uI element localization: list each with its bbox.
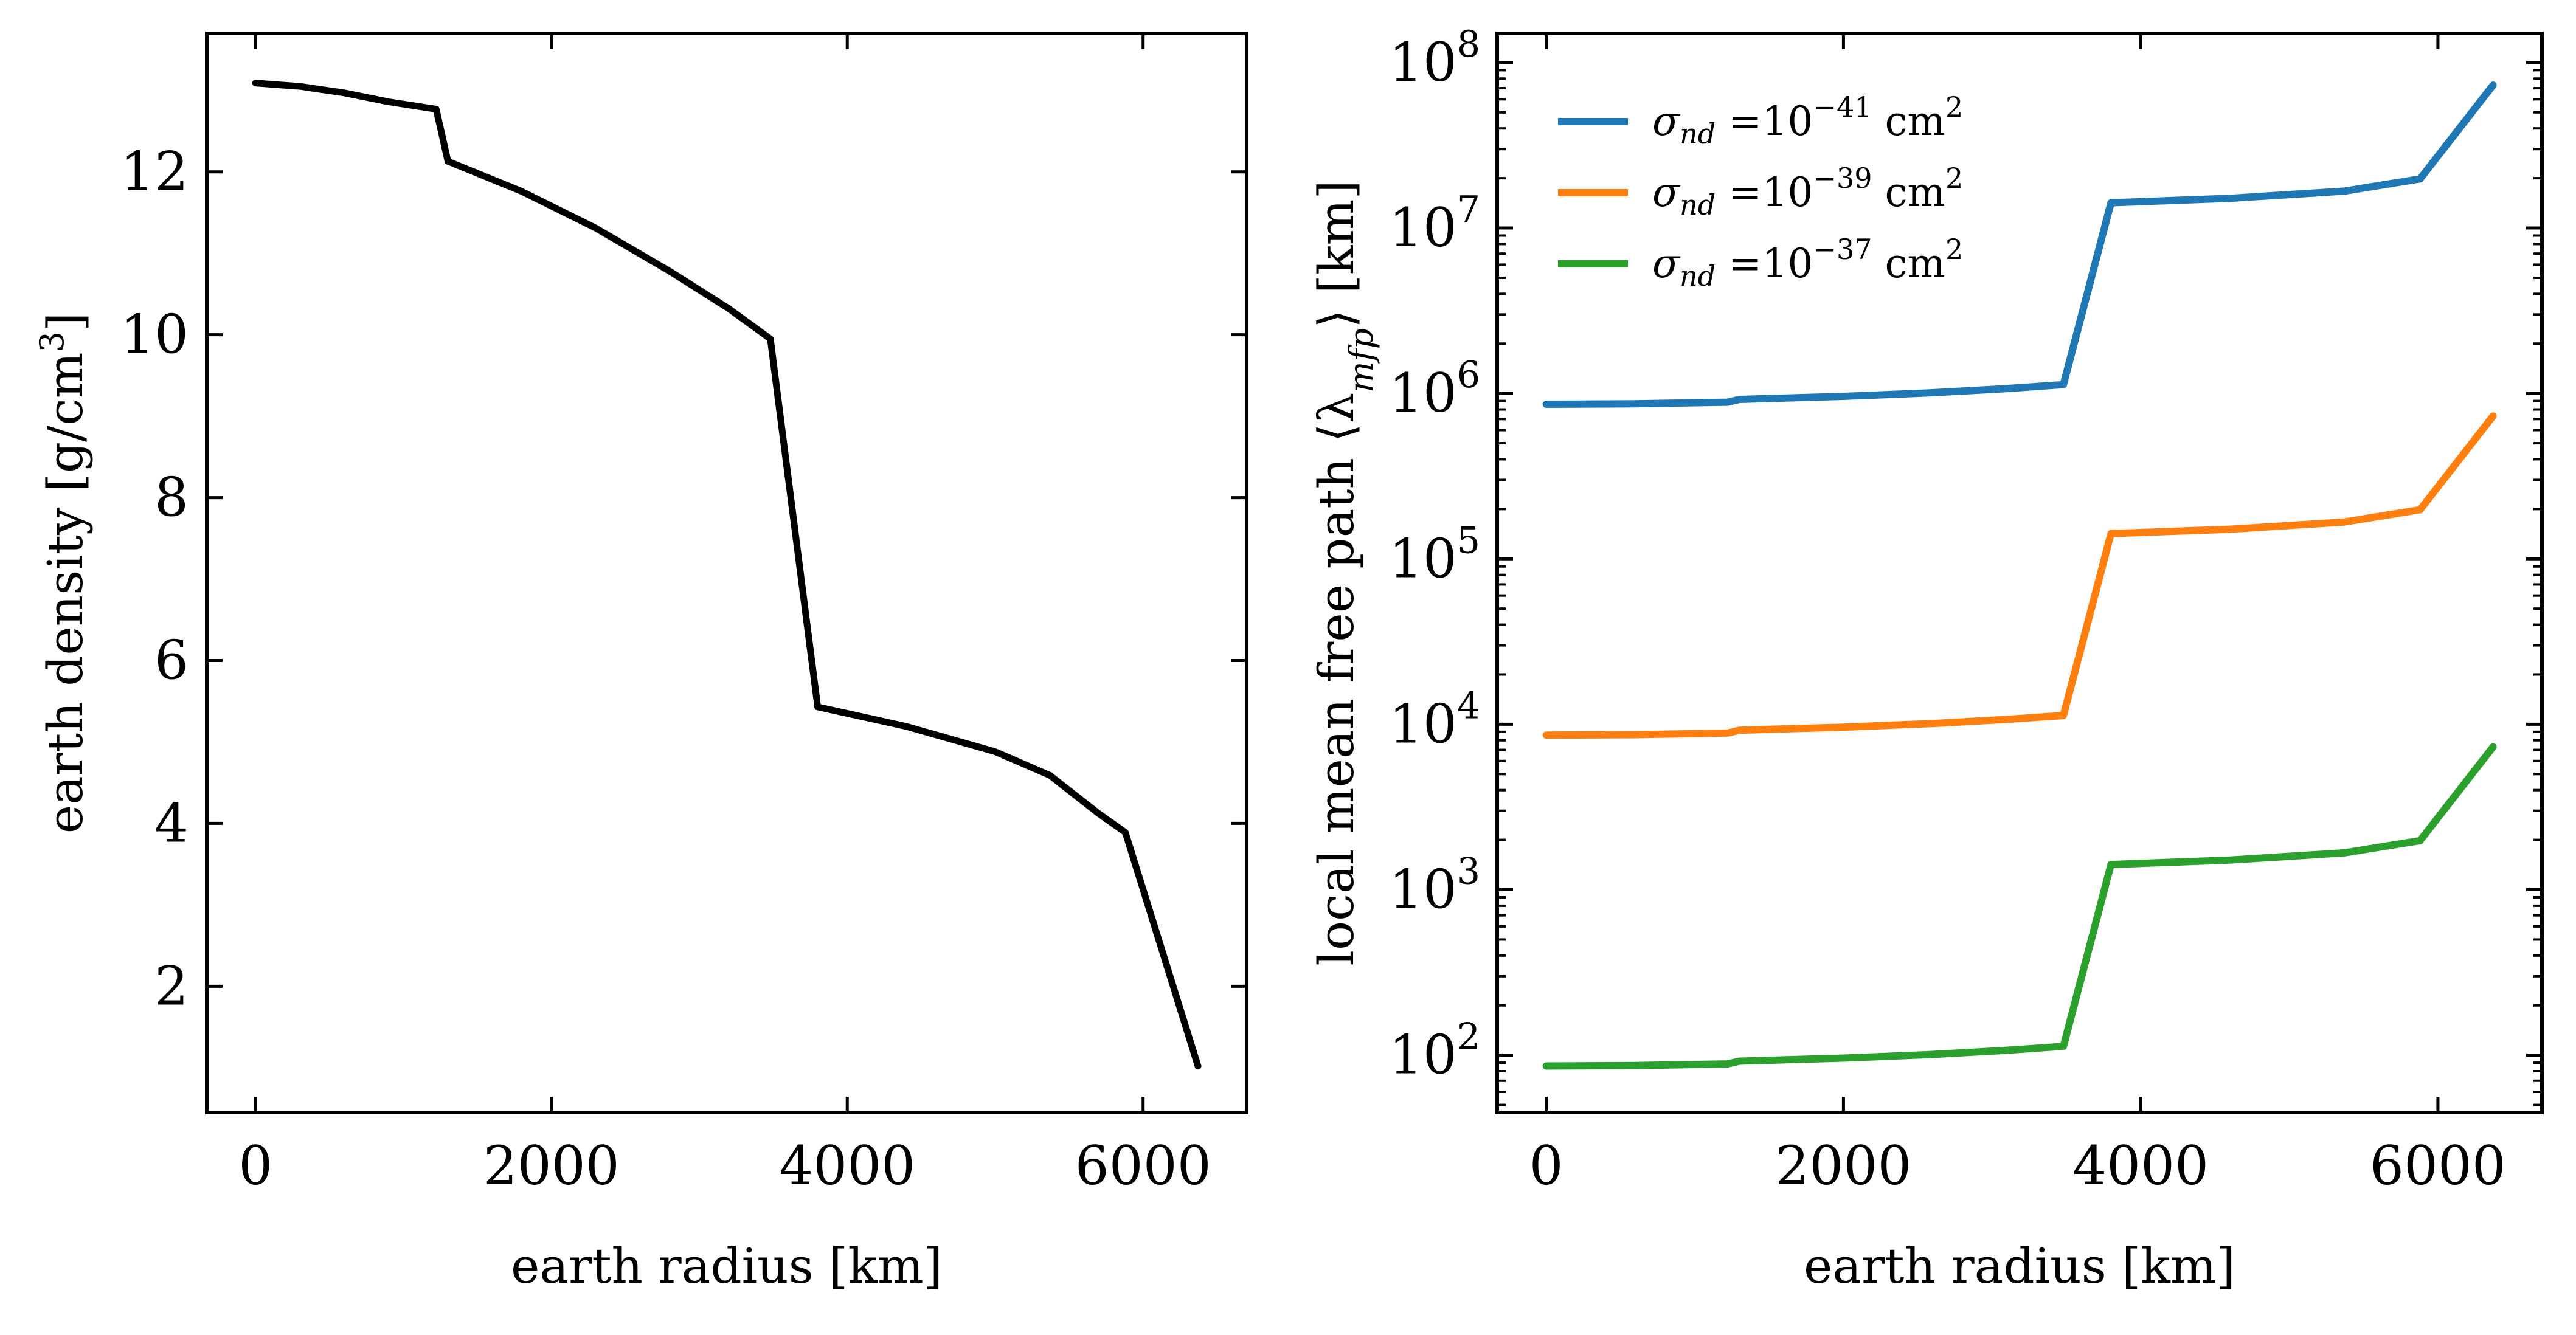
mfp-plot-area [1495, 32, 2544, 1114]
mfp-chart-marks [1542, 81, 2497, 1070]
mfp-chart-ylabel-end: ⟩ [km] [1308, 180, 1365, 328]
mfp-xtick-label: 0 [1529, 1134, 1563, 1197]
density-ytick-label: 8 [154, 466, 189, 529]
density-xtick-label: 2000 [483, 1134, 620, 1197]
mfp-chart-ylabel: local mean free path ⟨λmfp⟩ [km] [1308, 180, 1380, 965]
mfp-xtick-label: 6000 [2370, 1134, 2506, 1197]
mfp-ytick-label: 103 [1389, 850, 1480, 921]
mfp-series-line-1 [1542, 412, 2497, 739]
mfp-ytick-label: 102 [1389, 1016, 1480, 1086]
density-chart-ylabel-sup: 3 [33, 331, 71, 352]
density-ytick-label: 4 [154, 792, 189, 854]
mfp-ytick-label: 107 [1389, 188, 1480, 259]
mfp-ytick-label: 105 [1389, 519, 1480, 590]
density-ytick-label: 6 [154, 629, 189, 692]
legend: σnd =10−41 cm2 σnd =10−39 cm2 σnd =10−37 c… [1558, 91, 1963, 292]
mfp-chart-ylabel-sub: mfp [1342, 328, 1380, 393]
density-ytick-label: 10 [120, 303, 189, 366]
mfp-chart-xlabel: earth radius [km] [1804, 1238, 2235, 1294]
mfp-ytick-label: 106 [1389, 354, 1480, 424]
mfp-series-line-2 [1542, 743, 2497, 1070]
density-xtick-label: 6000 [1075, 1134, 1211, 1197]
density-plot-area [205, 32, 1248, 1114]
mfp-xtick-label: 2000 [1775, 1134, 1911, 1197]
density-chart-ylabel: earth density [g/cm3] [33, 312, 94, 834]
density-series-line [252, 80, 1202, 1070]
mfp-chart-ticks: 0 2000 4000 6000 102 103 104 105 106 107 108 [1389, 23, 2542, 1197]
mfp-chart-ylabel-main: local mean free path ⟨λ [1308, 393, 1365, 966]
density-xtick-label: 0 [238, 1134, 272, 1197]
legend-label-2: σnd =10−37 cm2 [1652, 233, 1963, 292]
density-ytick-label: 2 [154, 954, 189, 1017]
density-xtick-label: 4000 [779, 1134, 915, 1197]
legend-label-0: σnd =10−41 cm2 [1652, 91, 1963, 150]
mfp-ytick-label: 104 [1389, 685, 1480, 755]
legend-label-1: σnd =10−39 cm2 [1652, 162, 1963, 221]
density-chart-xlabel: earth radius [km] [511, 1238, 943, 1294]
mfp-xtick-label: 4000 [2072, 1134, 2209, 1197]
mean-free-path-chart: 0 2000 4000 6000 102 103 104 105 106 107 108 earth… [1308, 23, 2544, 1294]
mfp-series-line-0 [1542, 81, 2497, 408]
density-chart-ylabel-end: ] [37, 312, 94, 331]
density-chart-marks [252, 80, 1202, 1070]
density-ytick-label: 12 [120, 140, 189, 203]
density-chart-ylabel-main: earth density [g/cm [37, 352, 94, 833]
mfp-ytick-label: 108 [1389, 23, 1480, 94]
density-chart-ticks: 0 2000 4000 6000 2 4 6 8 10 12 [120, 33, 1247, 1197]
